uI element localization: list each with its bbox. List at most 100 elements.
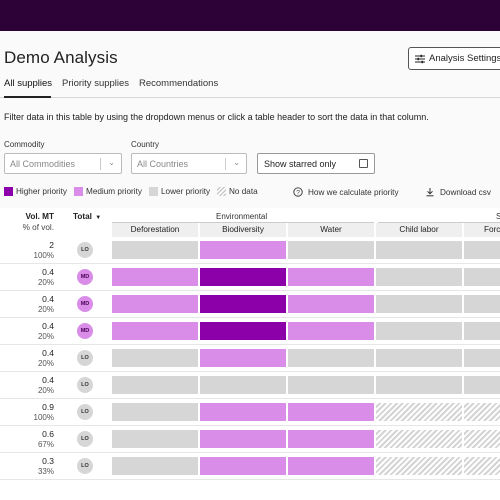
row-volume-percent: 100% xyxy=(33,251,54,260)
sliders-icon xyxy=(415,54,425,63)
table-row[interactable]: 0.4 20% LO xyxy=(0,345,500,372)
priority-cell-water xyxy=(288,268,376,286)
priority-cell-deforestation xyxy=(112,241,200,259)
priority-cell-biodiversity xyxy=(200,268,288,286)
priority-cell-forc xyxy=(464,457,500,475)
tab-recommendations[interactable]: Recommendations xyxy=(139,78,219,89)
table-row[interactable]: 0.6 67% LO xyxy=(0,426,500,453)
table-row[interactable]: 0.3 33% LO xyxy=(0,453,500,480)
tab-bar: All supplies Priority supplies Recommend… xyxy=(0,76,500,98)
total-priority-badge: LO xyxy=(77,458,93,474)
how-we-calculate-link[interactable]: ? How we calculate priority xyxy=(293,187,399,197)
priority-cell-biodiversity xyxy=(200,430,288,448)
legend-medium: Medium priority xyxy=(74,187,142,196)
country-dropdown[interactable]: All Countries ⌄ xyxy=(131,153,247,174)
help-circle-icon: ? xyxy=(293,187,303,197)
filter-instructions: Filter data in this table by using the d… xyxy=(4,112,429,122)
starred-checkbox[interactable] xyxy=(359,159,368,168)
row-volume-percent: 100% xyxy=(33,413,54,422)
priority-cell-forc xyxy=(464,268,500,286)
priority-table: Vol. MT % of vol. Total ▼ Environmental … xyxy=(0,208,500,500)
column-header-biodiversity[interactable]: Biodiversity xyxy=(200,223,288,237)
table-row[interactable]: 0.4 20% MD xyxy=(0,318,500,345)
download-csv-button[interactable]: Download csv xyxy=(425,187,491,197)
country-label: Country xyxy=(131,140,160,149)
row-volume: 0.4 xyxy=(42,267,54,277)
total-header[interactable]: Total ▼ xyxy=(73,212,101,221)
analysis-settings-button[interactable]: Analysis Settings xyxy=(408,47,500,70)
legend-medium-label: Medium priority xyxy=(86,187,142,196)
how-we-calculate-label: How we calculate priority xyxy=(308,187,399,197)
column-header-deforestation[interactable]: Deforestation xyxy=(112,223,200,237)
legend-nodata: No data xyxy=(217,187,258,196)
commodity-label: Commodity xyxy=(4,140,45,149)
analysis-settings-label: Analysis Settings xyxy=(429,53,500,64)
priority-cell-biodiversity xyxy=(200,349,288,367)
table-left-header: Vol. MT % of vol. Total ▼ xyxy=(0,208,112,237)
row-volume: 0.4 xyxy=(42,375,54,385)
priority-cell-child-labor xyxy=(376,295,464,313)
priority-cell-water xyxy=(288,322,376,340)
row-volume: 0.3 xyxy=(42,456,54,466)
column-header-forced-labor[interactable]: Forc xyxy=(464,223,500,237)
download-csv-label: Download csv xyxy=(440,187,491,197)
tab-all-supplies[interactable]: All supplies xyxy=(4,78,53,89)
priority-cell-water xyxy=(288,430,376,448)
row-volume: 0.6 xyxy=(42,429,54,439)
total-header-label: Total xyxy=(73,212,92,221)
legend-low: Lower priority xyxy=(149,187,210,196)
priority-cell-child-labor xyxy=(376,430,464,448)
row-volume: 0.9 xyxy=(42,402,54,412)
table-row[interactable]: 2 100% LO xyxy=(0,237,500,264)
table-row[interactable]: 0.4 20% LO xyxy=(0,372,500,399)
commodity-dropdown[interactable]: All Commodities ⌄ xyxy=(4,153,122,174)
dropdown-separator xyxy=(225,158,226,170)
row-volume-percent: 20% xyxy=(37,332,54,341)
show-starred-label: Show starred only xyxy=(264,158,337,169)
priority-cell-deforestation xyxy=(112,403,200,421)
priority-cell-deforestation xyxy=(112,457,200,475)
tab-priority-supplies[interactable]: Priority supplies xyxy=(62,78,130,89)
priority-cell-deforestation xyxy=(112,322,200,340)
active-tab-indicator xyxy=(4,96,51,98)
priority-cell-deforestation xyxy=(112,430,200,448)
priority-cell-child-labor xyxy=(376,349,464,367)
download-icon xyxy=(426,188,434,197)
total-priority-badge: LO xyxy=(77,242,93,258)
top-navigation-bar xyxy=(0,0,500,31)
row-volume: 0.4 xyxy=(42,294,54,304)
legend-nodata-swatch xyxy=(217,187,226,196)
column-header-child-labor[interactable]: Child labor xyxy=(376,223,464,237)
priority-cell-forc xyxy=(464,349,500,367)
dropdown-separator xyxy=(100,158,101,170)
chevron-down-icon: ⌄ xyxy=(233,158,240,167)
total-priority-badge: MD xyxy=(77,269,93,285)
priority-cell-water xyxy=(288,241,376,259)
priority-cell-child-labor xyxy=(376,322,464,340)
sort-down-icon: ▼ xyxy=(95,215,102,221)
priority-cell-forc xyxy=(464,403,500,421)
priority-cell-water xyxy=(288,457,376,475)
table-row[interactable]: 0.4 20% MD xyxy=(0,264,500,291)
priority-cell-biodiversity xyxy=(200,403,288,421)
legend-low-label: Lower priority xyxy=(161,187,211,196)
priority-cell-water xyxy=(288,349,376,367)
vol-header[interactable]: Vol. MT xyxy=(25,212,55,221)
priority-cell-forc xyxy=(464,322,500,340)
priority-cell-deforestation xyxy=(112,295,200,313)
vol-subheader: % of vol. xyxy=(22,223,54,232)
legend-high-label: Higher priority xyxy=(16,187,67,196)
priority-cell-forc xyxy=(464,241,500,259)
table-row[interactable]: 0.9 100% LO xyxy=(0,399,500,426)
priority-cell-water xyxy=(288,295,376,313)
priority-cell-child-labor xyxy=(376,457,464,475)
column-header-water[interactable]: Water xyxy=(288,223,376,237)
total-priority-badge: LO xyxy=(77,350,93,366)
table-row[interactable]: 0.4 20% MD xyxy=(0,291,500,318)
row-volume-percent: 33% xyxy=(37,467,54,476)
priority-cell-forc xyxy=(464,430,500,448)
total-priority-badge: MD xyxy=(77,323,93,339)
show-starred-toggle[interactable]: Show starred only xyxy=(257,153,375,174)
priority-cell-forc xyxy=(464,376,500,394)
group-social: S xyxy=(496,212,500,221)
